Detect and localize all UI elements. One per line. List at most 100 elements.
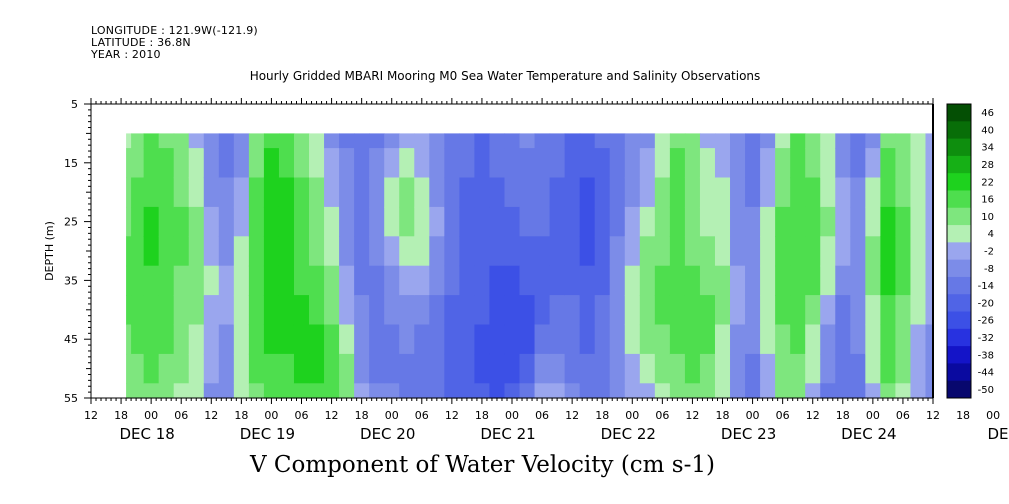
heatmap-cell: [699, 133, 716, 149]
heatmap-cell: [263, 177, 280, 208]
heatmap-cell: [835, 133, 851, 149]
heatmap-cell: [534, 236, 551, 267]
heatmap-cell: [339, 383, 355, 399]
heatmap-cell: [760, 353, 776, 384]
heatmap-cell: [820, 353, 836, 384]
heatmap-cell: [910, 148, 927, 179]
heatmap-cell: [233, 295, 250, 326]
heatmap-cell: [654, 353, 671, 384]
heatmap-cell: [654, 295, 671, 326]
heatmap-cell: [158, 265, 175, 296]
heatmap-cell: [790, 265, 806, 296]
heatmap-cell: [504, 177, 521, 208]
heatmap-cell: [805, 324, 821, 355]
heatmap-cell: [820, 324, 836, 355]
heatmap-cell: [233, 206, 250, 237]
variable-label: V Component of Water Velocity (cm s-1): [250, 452, 715, 478]
heatmap-cell: [594, 295, 611, 326]
heatmap-cell: [684, 265, 701, 296]
heatmap-cell: [293, 295, 310, 326]
heatmap-cell: [263, 353, 280, 384]
heatmap-cell: [293, 324, 310, 355]
heatmap-cell: [534, 324, 551, 355]
heatmap-cell: [684, 353, 701, 384]
heatmap-cell: [218, 148, 235, 179]
heatmap-cell: [188, 383, 205, 399]
heatmap-cell: [233, 177, 250, 208]
heatmap-cell: [309, 177, 325, 208]
heatmap-cell: [143, 177, 160, 208]
heatmap-cell: [444, 177, 460, 208]
heatmap-cell: [369, 236, 385, 267]
colorbar-label: 40: [981, 125, 994, 136]
heatmap-cell: [579, 265, 596, 296]
heatmap-cell: [263, 133, 280, 149]
heatmap-cell: [459, 383, 476, 399]
heatmap-cell: [278, 353, 295, 384]
x-tick-label: 12: [926, 409, 940, 422]
heatmap-cell: [384, 265, 400, 296]
heatmap-cell: [369, 265, 385, 296]
heatmap-cell: [131, 206, 145, 237]
colorbar-swatch: [947, 328, 971, 347]
heatmap-cell: [248, 353, 265, 384]
heatmap-cell: [203, 324, 220, 355]
heatmap-cell: [188, 324, 205, 355]
heatmap-cell: [203, 206, 220, 237]
heatmap-cell: [459, 206, 476, 237]
heatmap-cell: [429, 206, 445, 237]
heatmap-cell: [248, 265, 265, 296]
heatmap-cell: [143, 148, 160, 179]
heatmap-cell: [233, 383, 250, 399]
x-tick-label: 18: [475, 409, 489, 422]
heatmap-cell: [324, 177, 340, 208]
heatmap-cell: [790, 148, 806, 179]
heatmap-cell: [504, 206, 521, 237]
heatmap-cell: [850, 206, 866, 237]
x-tick-label: 18: [114, 409, 128, 422]
heatmap-cell: [730, 324, 746, 355]
heatmap-cell: [309, 324, 325, 355]
heatmap-cell: [354, 265, 370, 296]
heatmap-cell: [126, 148, 132, 179]
heatmap-cell: [459, 295, 476, 326]
heatmap-cell: [384, 324, 400, 355]
heatmap-cell: [339, 324, 355, 355]
heatmap-cell: [835, 383, 851, 399]
heatmap-cell: [534, 148, 551, 179]
heatmap-cell: [158, 295, 175, 326]
heatmap-cell: [624, 206, 641, 237]
heatmap-cell: [895, 133, 912, 149]
heatmap-cell: [339, 177, 355, 208]
heatmap-cell: [278, 206, 295, 237]
heatmap-cell: [594, 177, 611, 208]
heatmap-cell: [354, 206, 370, 237]
heatmap-cell: [339, 265, 355, 296]
x-day-label: DEC 24: [841, 425, 896, 443]
heatmap-cell: [429, 133, 445, 149]
heatmap-cell: [519, 324, 536, 355]
heatmap-cell: [534, 295, 551, 326]
heatmap-cell: [925, 295, 934, 326]
heatmap-cell: [263, 148, 280, 179]
heatmap-cell: [745, 324, 761, 355]
heatmap-cell: [880, 206, 897, 237]
x-tick-label: 00: [625, 409, 639, 422]
heatmap-cell: [203, 177, 220, 208]
heatmap-cell: [745, 383, 761, 399]
heatmap-cell: [519, 295, 536, 326]
heatmap-cell: [369, 148, 385, 179]
heatmap-cell: [218, 353, 235, 384]
heatmap-cell: [745, 265, 761, 296]
heatmap-cell: [730, 383, 746, 399]
heatmap-cell: [880, 383, 897, 399]
heatmap-cell: [549, 133, 566, 149]
year-label: YEAR : 2010: [91, 48, 161, 61]
heatmap-cell: [369, 353, 385, 384]
x-day-label: DEC 18: [119, 425, 174, 443]
heatmap-cell: [293, 353, 310, 384]
heatmap-cell: [354, 353, 370, 384]
heatmap-cell: [820, 177, 836, 208]
heatmap-cell: [564, 133, 581, 149]
heatmap-cell: [233, 324, 250, 355]
